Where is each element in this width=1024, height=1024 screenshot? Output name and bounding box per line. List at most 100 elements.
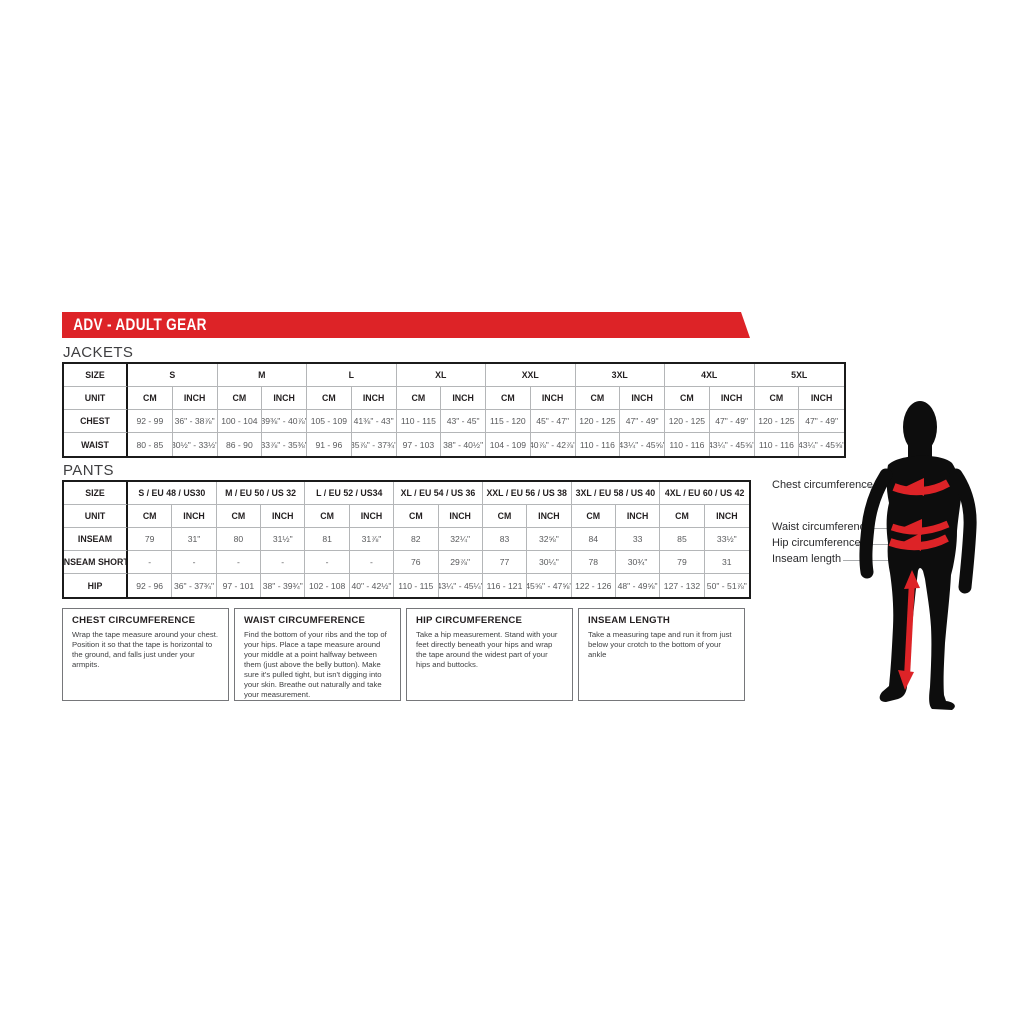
inch-value-cell: - xyxy=(349,551,395,574)
inch-value-cell: 31½" xyxy=(261,528,306,551)
cm-value-cell: 116 - 121 xyxy=(483,574,528,597)
cm-header: CM xyxy=(307,387,352,410)
inch-value-cell: 33⅞" - 35⅜" xyxy=(262,433,307,456)
chest-band-arrowhead xyxy=(905,478,924,496)
inch-value-cell: 45" - 47" xyxy=(530,410,576,433)
inch-header: INCH xyxy=(530,387,576,410)
inch-header: INCH xyxy=(704,505,749,528)
cm-value-cell: - xyxy=(128,551,173,574)
cm-header: CM xyxy=(482,505,528,528)
cm-value-cell: - xyxy=(216,551,262,574)
inch-header: INCH xyxy=(172,387,218,410)
measurement-row-label: INSEAM SHORT xyxy=(64,551,128,574)
head-shape xyxy=(903,401,937,453)
size-column-header: 3XL / EU 58 / US 40 xyxy=(571,482,661,505)
cm-value-cell: 110 - 116 xyxy=(755,433,800,456)
hip-guide-box: HIP CIRCUMFERENCE Take a hip measurement… xyxy=(406,608,573,701)
size-column-header: S / EU 48 / US30 xyxy=(128,482,217,505)
cm-value-cell: 92 - 99 xyxy=(128,410,173,433)
size-row-label: SIZE xyxy=(64,364,128,387)
cm-value-cell: 79 xyxy=(660,551,705,574)
measurement-row-label: HIP xyxy=(64,574,128,597)
inch-value-cell: 33½" xyxy=(704,528,749,551)
cm-header: CM xyxy=(665,387,710,410)
waist-guide-title: WAIST CIRCUMFERENCE xyxy=(244,615,366,626)
cm-value-cell: 84 xyxy=(571,528,616,551)
inch-header: INCH xyxy=(799,387,844,410)
pants-section-title: PANTS xyxy=(63,462,114,479)
size-column-header: XL / EU 54 / US 36 xyxy=(394,482,483,505)
hip-guide-title: HIP CIRCUMFERENCE xyxy=(416,615,523,626)
inch-value-cell: 31 xyxy=(704,551,749,574)
cm-value-cell: 82 xyxy=(394,528,439,551)
category-banner: ADV - ADULT GEAR xyxy=(62,312,750,338)
inseam-guide-title: INSEAM LENGTH xyxy=(588,615,671,626)
cm-header: CM xyxy=(128,505,173,528)
size-column-header: XXL / EU 56 / US 38 xyxy=(482,482,572,505)
inch-header: INCH xyxy=(527,505,572,528)
cm-value-cell: 105 - 109 xyxy=(307,410,352,433)
cm-value-cell: 80 xyxy=(216,528,262,551)
inch-value-cell: 50" - 51⅞" xyxy=(706,580,747,591)
size-column-header: L xyxy=(307,364,397,387)
inch-value-cell: 29⅞" xyxy=(438,551,483,574)
waist-guide-box: WAIST CIRCUMFERENCE Find the bottom of y… xyxy=(234,608,401,701)
hip-guide-text: Take a hip measurement. Stand with your … xyxy=(416,630,558,669)
cm-value-cell: 102 - 108 xyxy=(305,574,350,597)
inch-header: INCH xyxy=(438,505,483,528)
inch-value-cell: 43¼" - 45⅝" xyxy=(710,433,755,456)
connector-line xyxy=(843,560,903,561)
waist-guide-text: Find the bottom of your ribs and the top… xyxy=(244,630,387,699)
cm-value-cell: 86 - 90 xyxy=(218,433,263,456)
size-column-header: 4XL xyxy=(665,364,755,387)
cm-header: CM xyxy=(754,387,800,410)
chest-guide-title: CHEST CIRCUMFERENCE xyxy=(72,615,196,626)
pants-size-table: SIZE S / EU 48 / US30 M / EU 50 / US 32 L /… xyxy=(62,480,751,599)
cm-value-cell: 83 xyxy=(482,528,528,551)
size-column-header: 3XL xyxy=(575,364,665,387)
inch-header: INCH xyxy=(172,505,217,528)
cm-header: CM xyxy=(396,387,442,410)
inch-header: INCH xyxy=(620,387,665,410)
cm-value-cell: 110 - 116 xyxy=(665,433,710,456)
inseam-guide-box: INSEAM LENGTH Take a measuring tape and … xyxy=(578,608,745,701)
inch-value-cell: 32⅝" xyxy=(527,528,572,551)
inch-value-cell: 36" - 37¾" xyxy=(172,574,217,597)
inch-value-cell: 47" - 49" xyxy=(620,410,665,433)
inch-value-cell: 47" - 49" xyxy=(799,410,844,433)
measurement-row-label: INSEAM xyxy=(64,528,128,551)
cm-value-cell: 120 - 125 xyxy=(754,410,800,433)
cm-value-cell: 76 xyxy=(394,551,439,574)
cm-value-cell: 79 xyxy=(128,528,173,551)
inch-header: INCH xyxy=(615,505,661,528)
cm-header: CM xyxy=(394,505,439,528)
chest-guide-box: CHEST CIRCUMFERENCE Wrap the tape measur… xyxy=(62,608,229,701)
cm-header: CM xyxy=(216,505,262,528)
inch-value-cell: 40⅞" - 42⅞" xyxy=(531,433,576,456)
hip-band-arrowhead xyxy=(903,533,921,551)
measurement-row-label: WAIST xyxy=(64,433,128,456)
cm-value-cell: 77 xyxy=(482,551,528,574)
inch-value-cell: 43¼" - 45⅝" xyxy=(799,439,844,450)
inch-value-cell: 31⅞" xyxy=(349,528,395,551)
cm-value-cell: 80 - 85 xyxy=(128,433,173,456)
right-arm-shape xyxy=(949,468,977,594)
inch-header: INCH xyxy=(262,387,307,410)
cm-header: CM xyxy=(217,387,263,410)
cm-value-cell: 92 - 96 xyxy=(128,574,173,597)
left-arm-shape xyxy=(859,468,893,579)
inseam-arrow-bottom-head xyxy=(898,670,914,690)
jackets-section-title: JACKETS xyxy=(63,344,134,361)
inch-value-cell: 33 xyxy=(615,528,661,551)
torso-and-legs-shape xyxy=(879,455,962,710)
inch-value-cell: 39⅜" - 40⅞" xyxy=(262,410,307,433)
inch-header: INCH xyxy=(709,387,755,410)
cm-value-cell: 110 - 116 xyxy=(576,433,621,456)
inch-value-cell: 43¼" - 45⅝" xyxy=(620,433,665,456)
cm-header: CM xyxy=(128,387,173,410)
inch-value-cell: 30¼" xyxy=(527,551,572,574)
cm-header: CM xyxy=(575,387,621,410)
inseam-guide-text: Take a measuring tape and run it from ju… xyxy=(588,630,732,659)
cm-value-cell: 85 xyxy=(660,528,705,551)
cm-value-cell: 110 - 115 xyxy=(396,410,442,433)
